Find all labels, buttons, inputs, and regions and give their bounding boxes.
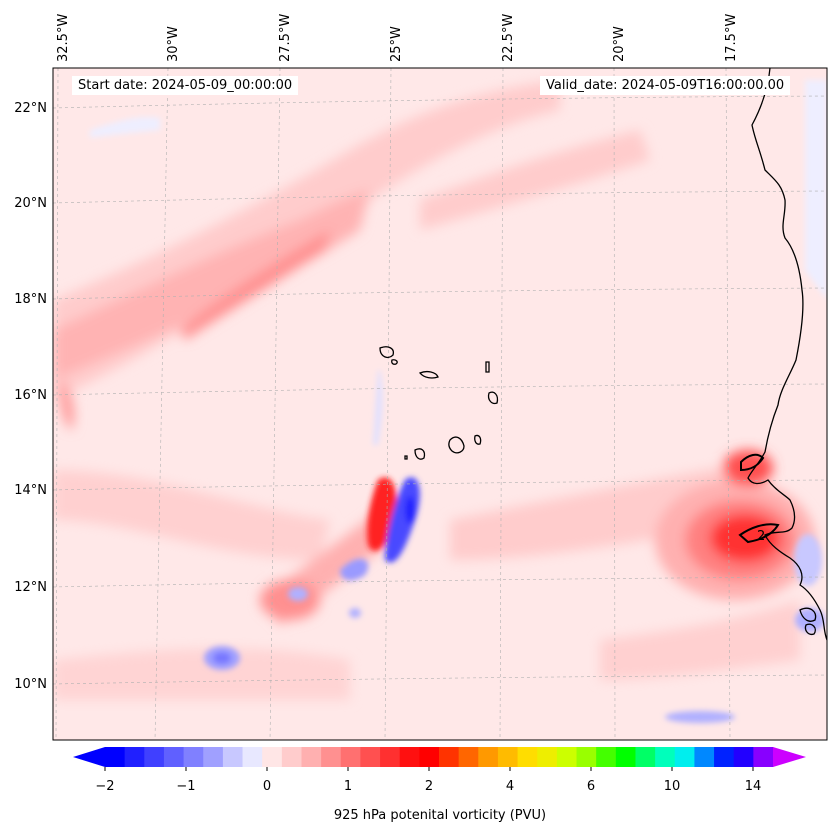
colorbar-cell bbox=[615, 747, 636, 767]
colorbar-cell bbox=[655, 747, 676, 767]
colorbar-cell bbox=[340, 747, 361, 767]
colorbar-cell bbox=[144, 747, 165, 767]
colorbar-tick-label: 10 bbox=[664, 779, 681, 794]
colorbar-tick-label: 4 bbox=[506, 779, 514, 794]
lon-label: 30°W bbox=[166, 26, 181, 62]
colorbar-cell bbox=[674, 747, 695, 767]
colorbar-cell bbox=[360, 747, 381, 767]
coastline bbox=[379, 68, 827, 641]
pv-field bbox=[53, 68, 827, 740]
colorbar-cell bbox=[458, 747, 479, 767]
colorbar-tick-label: −1 bbox=[176, 779, 195, 794]
colorbar-cell bbox=[301, 747, 322, 767]
colorbar-tick-label: 0 bbox=[263, 779, 271, 794]
contour-label: 2 bbox=[757, 529, 765, 544]
colorbar-cell bbox=[380, 747, 401, 767]
colorbar-cell bbox=[517, 747, 538, 767]
colorbar-cell bbox=[105, 747, 126, 767]
colorbar-tick-label: 2 bbox=[425, 779, 433, 794]
colorbar-cell bbox=[537, 747, 558, 767]
colorbar-extend-low bbox=[73, 747, 105, 767]
longitude-labels: 32.5°W 30°W 27.5°W 25°W 22.5°W 20°W 17.5… bbox=[56, 14, 739, 62]
lat-label: 16°N bbox=[14, 388, 47, 403]
colorbar-cell bbox=[478, 747, 499, 767]
colorbar-tick-label: −2 bbox=[95, 779, 114, 794]
colorbar-cells bbox=[105, 747, 774, 767]
map-frame bbox=[52, 67, 828, 741]
colorbar-cell bbox=[399, 747, 420, 767]
colorbar-tick-label: 14 bbox=[745, 779, 762, 794]
lon-label: 20°W bbox=[612, 26, 627, 62]
colorbar-cell bbox=[439, 747, 460, 767]
lat-label: 12°N bbox=[14, 580, 47, 595]
colorbar-cell bbox=[183, 747, 204, 767]
colorbar: −2 −1 0 1 2 4 6 10 14 bbox=[73, 747, 806, 794]
colorbar-cell bbox=[733, 747, 754, 767]
colorbar-cell bbox=[262, 747, 283, 767]
lat-label: 20°N bbox=[14, 196, 47, 211]
colorbar-ticks: −2 −1 0 1 2 4 6 10 14 bbox=[95, 767, 761, 794]
colorbar-cell bbox=[222, 747, 244, 767]
colorbar-cell bbox=[163, 747, 185, 767]
colorbar-cell bbox=[321, 747, 342, 767]
colorbar-cell bbox=[694, 747, 715, 767]
colorbar-cell bbox=[556, 747, 578, 767]
colorbar-cell bbox=[714, 747, 735, 767]
colorbar-extend-high bbox=[773, 747, 806, 767]
lon-label: 17.5°W bbox=[724, 14, 739, 62]
lat-label: 18°N bbox=[14, 292, 47, 307]
lon-label: 25°W bbox=[389, 26, 404, 62]
colorbar-cell bbox=[203, 747, 224, 767]
colorbar-cell bbox=[124, 747, 145, 767]
valid-date-label: Valid_date: 2024-05-09T16:00:00.00 bbox=[540, 76, 791, 95]
graticule bbox=[53, 68, 827, 740]
colorbar-cell bbox=[281, 747, 302, 767]
lon-label: 22.5°W bbox=[501, 14, 516, 62]
start-date-label: Start date: 2024-05-09_00:00:00 bbox=[72, 76, 299, 95]
colorbar-cell bbox=[497, 747, 519, 767]
lon-label: 32.5°W bbox=[56, 14, 71, 62]
colorbar-label: 925 hPa potenital vorticity (PVU) bbox=[333, 808, 547, 823]
colorbar-cell bbox=[753, 747, 774, 767]
lon-label: 27.5°W bbox=[278, 14, 293, 62]
lat-label: 14°N bbox=[14, 483, 47, 498]
colorbar-cell bbox=[635, 747, 656, 767]
colorbar-cell bbox=[419, 747, 440, 767]
colorbar-cell bbox=[596, 747, 617, 767]
colorbar-tick-label: 1 bbox=[344, 779, 352, 794]
lat-label: 22°N bbox=[14, 101, 47, 116]
latitude-labels: 22°N 20°N 18°N 16°N 14°N 12°N 10°N bbox=[14, 101, 47, 692]
lat-label: 10°N bbox=[14, 677, 47, 692]
colorbar-tick-label: 6 bbox=[587, 779, 595, 794]
colorbar-cell bbox=[242, 747, 263, 767]
colorbar-cell bbox=[576, 747, 597, 767]
